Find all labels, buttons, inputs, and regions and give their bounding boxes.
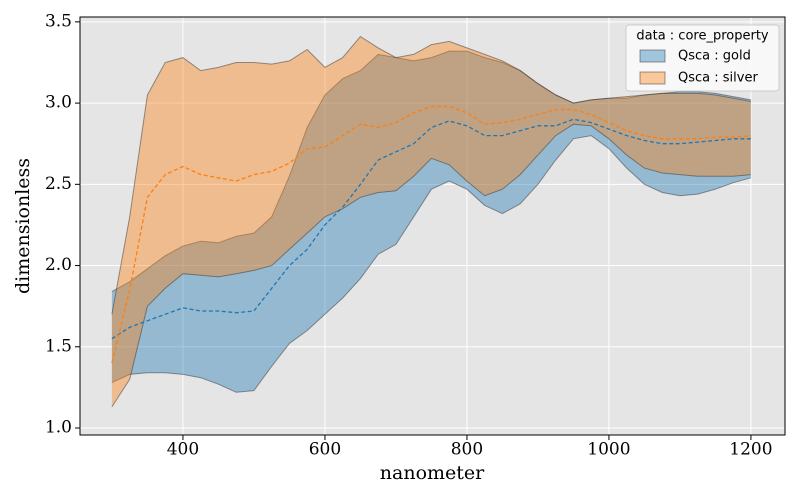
- legend-swatch: [639, 49, 666, 63]
- x-tick-label: 1200: [729, 440, 772, 460]
- y-tick-label: 1.5: [45, 336, 72, 356]
- mean-line: [111, 118, 751, 340]
- y-tick-label: 2.0: [45, 255, 72, 275]
- x-tick-label: 1000: [587, 440, 630, 460]
- legend-title: data : core_property: [636, 29, 769, 44]
- band-area: [111, 36, 751, 407]
- grid: [80, 17, 785, 435]
- y-tick-label: 2.5: [45, 174, 72, 194]
- mean-lines: [111, 105, 751, 364]
- x-tick-label: 400: [167, 440, 199, 460]
- x-tick-label: 600: [309, 440, 341, 460]
- legend: data : core_property Qsca : gold Qsca : si…: [625, 24, 780, 92]
- band-lower-edge: [111, 123, 751, 408]
- plot-frame: [79, 16, 786, 436]
- legend-swatch: [639, 71, 666, 85]
- axes: 400 600 800 1000 1200 1.0 1.5 2.0 2.5 3.0 3.5: [45, 11, 773, 459]
- x-tick-label: 800: [451, 440, 483, 460]
- mean-line: [111, 105, 751, 364]
- band-upper-edge: [111, 35, 751, 315]
- y-axis-label: dimensionless: [12, 158, 34, 294]
- legend-label: Qsca : silver: [678, 71, 758, 86]
- legend-label: Qsca : gold: [678, 49, 751, 64]
- y-tick-label: 3.5: [45, 11, 72, 31]
- y-tick-label: 1.0: [45, 418, 72, 438]
- legend-box: [625, 24, 780, 92]
- x-axis-label: nanometer: [380, 462, 485, 484]
- band-area: [111, 51, 751, 393]
- band-lower-edge: [111, 135, 752, 393]
- y-tick-label: 3.0: [45, 93, 72, 113]
- bands: [111, 35, 752, 408]
